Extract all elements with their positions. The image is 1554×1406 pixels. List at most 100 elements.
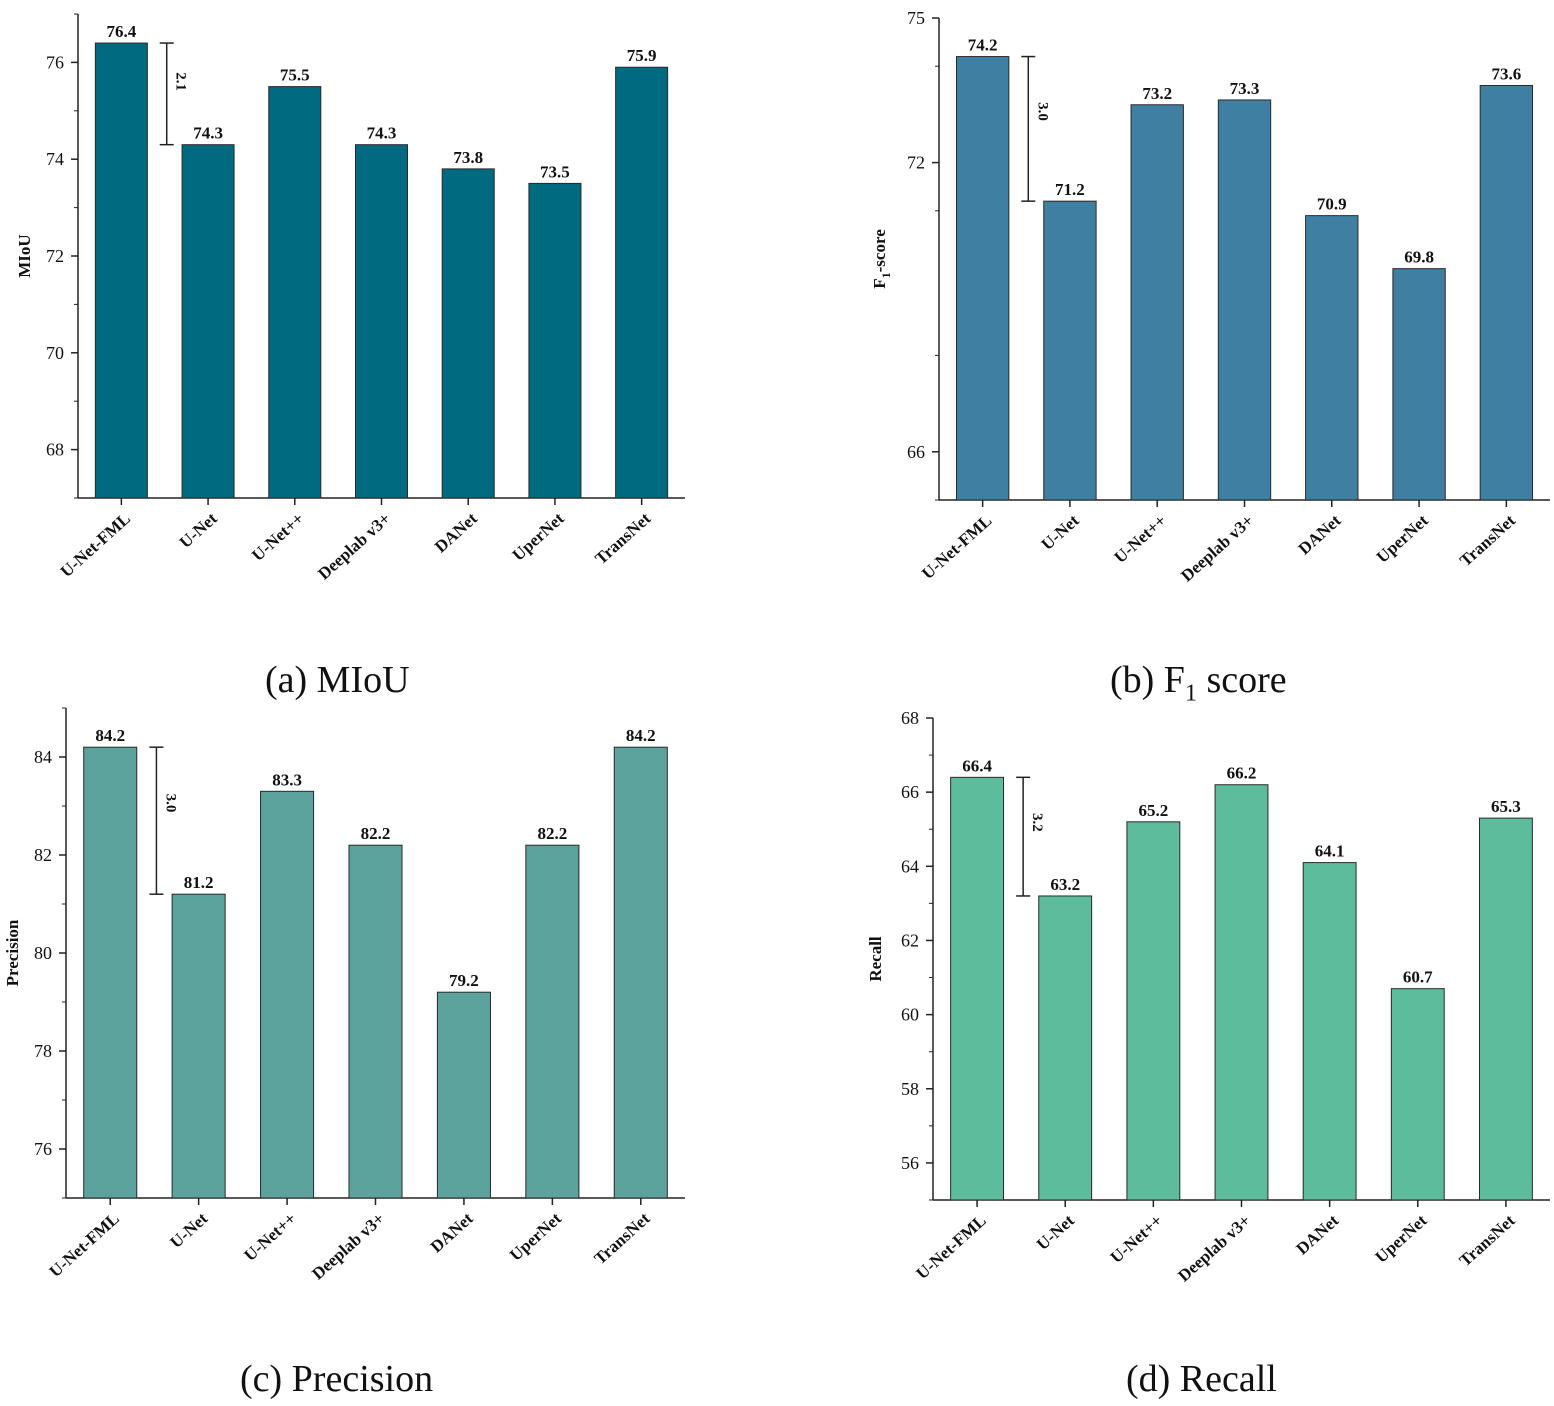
bar-value-label: 70.9 [1317,195,1347,214]
x-category-label: U-Net++ [248,509,307,565]
y-tick-label: 76 [34,1139,52,1159]
bar-value-label: 79.2 [449,971,479,990]
bar-value-label: 81.2 [184,873,214,892]
bar-value-label: 69.8 [1404,248,1434,267]
y-tick-label: 66 [901,782,919,802]
gap-label: 3.2 [1029,813,1045,832]
bar-u-net [1043,200,1097,501]
bar-danet [441,168,495,499]
y-tick-label: 74 [46,149,64,169]
x-category-label: UperNet [1371,1211,1430,1267]
bar-deeplab-v3- [1214,784,1269,1201]
bar-value-label: 65.2 [1138,801,1168,820]
bar-value-label: 65.3 [1491,797,1521,816]
x-category-label: TransNet [590,1209,653,1269]
x-category-label: U-Net [1038,511,1083,554]
bar-transnet [613,746,668,1199]
bar-value-label: 74.2 [968,36,998,55]
bar-upernet [525,844,580,1199]
x-category-label: DANet [1295,511,1345,559]
y-tick-label: 56 [901,1153,919,1173]
bar-value-label: 71.2 [1055,180,1085,199]
bar-value-label: 82.2 [361,824,391,843]
bar-value-label: 63.2 [1050,875,1080,894]
x-category-label: UperNet [1373,511,1432,567]
chart-recall: 56 58 60 62 64 66 68 Recall 66.4 U-Net-FML 63.2 U-N… [866,708,1550,1286]
x-category-label: Deeplab v3+ [1177,511,1257,586]
chart-miou: 68 70 72 74 76 MIoU 76.4 U-Net-FML 74.3 U-Net 75.5… [15,13,685,583]
y-tick-label: 76 [46,52,64,72]
x-category-label: UperNet [506,1209,565,1265]
y-tick-label: 75 [907,8,925,28]
bar-transnet [1479,84,1534,501]
bar-value-label: 66.2 [1227,764,1257,783]
caption-f1-prefix: (b) F [1110,659,1185,701]
y-tick-label: 68 [46,440,64,460]
x-category-label: U-Net-FML [46,1209,123,1281]
bar-value-label: 73.8 [453,148,483,167]
bar-transnet [615,66,669,499]
bar-value-label: 64.1 [1315,842,1345,861]
y-title-suffix: -score [870,229,889,273]
x-category-label: U-Net++ [240,1209,299,1265]
x-category-label: U-Net++ [1111,511,1170,567]
bar-upernet [1390,988,1445,1201]
bar-u-net- [1130,104,1184,501]
y-tick-label: 78 [34,1041,52,1061]
bar-value-label: 76.4 [106,22,136,41]
bar-u-net-fml [950,776,1005,1201]
y-axis-title: F1-score [870,229,893,289]
gap-label: 3.0 [162,794,178,813]
y-tick-label: 70 [46,343,64,363]
bar-u-net [171,893,226,1199]
bar-value-label: 73.5 [540,162,570,181]
chart-f1-score: 66 72 75 F1-score 74.2 U-Net-FML 71.2 U-Net 73.2… [870,8,1550,586]
x-category-label: TransNet [591,509,654,569]
bar-value-label: 66.4 [962,756,992,775]
bar-u-net-fml [955,56,1010,501]
x-category-label: TransNet [1456,511,1519,571]
bar-danet [436,991,491,1199]
bar-value-label: 74.3 [367,124,397,143]
bar-value-label: 74.3 [193,124,223,143]
y-axis-title: Recall [866,936,885,982]
bar-value-label: 73.3 [1230,79,1260,98]
x-category-label: UperNet [509,509,568,565]
bar-value-label: 83.3 [272,770,302,789]
bar-danet [1305,215,1359,501]
x-category-label: U-Net-FML [57,509,134,581]
y-title-sub: 1 [879,272,893,278]
x-category-label: DANet [431,509,481,557]
y-tick-label: 68 [901,708,919,728]
caption-f1-score: (b) F1 score [1110,658,1287,708]
y-tick-label: 80 [34,943,52,963]
y-tick-label: 58 [901,1079,919,1099]
x-category-label: Deeplab v3+ [1174,1211,1254,1286]
x-category-label: U-Net [166,1209,211,1252]
bar-upernet [528,182,582,499]
caption-f1-sub: 1 [1184,680,1197,707]
gap-label: 3.0 [1034,102,1050,121]
y-axis-title: MIoU [15,234,34,277]
x-category-label: U-Net [176,509,221,552]
caption-precision: (c) Precision [240,1358,434,1400]
bar-danet [1302,862,1357,1201]
bar-value-label: 82.2 [537,824,567,843]
gap-label: 2.1 [173,72,189,91]
bar-u-net [1038,895,1093,1201]
y-tick-label: 60 [901,1005,919,1025]
bar-u-net- [1126,821,1181,1201]
y-tick-label: 82 [34,845,52,865]
bar-value-label: 75.5 [280,66,310,85]
y-tick-label: 84 [34,747,52,767]
bar-deeplab-v3- [1217,99,1272,501]
bar-value-label: 75.9 [627,46,657,65]
bar-u-net-fml [94,42,148,499]
bar-u-net- [268,86,322,499]
x-category-label: DANet [427,1209,477,1257]
x-category-label: Deeplab v3+ [308,1209,388,1284]
caption-recall: (d) Recall [1126,1358,1277,1400]
y-tick-label: 72 [907,153,925,173]
x-category-label: U-Net-FML [918,511,995,583]
bar-value-label: 84.2 [95,726,125,745]
